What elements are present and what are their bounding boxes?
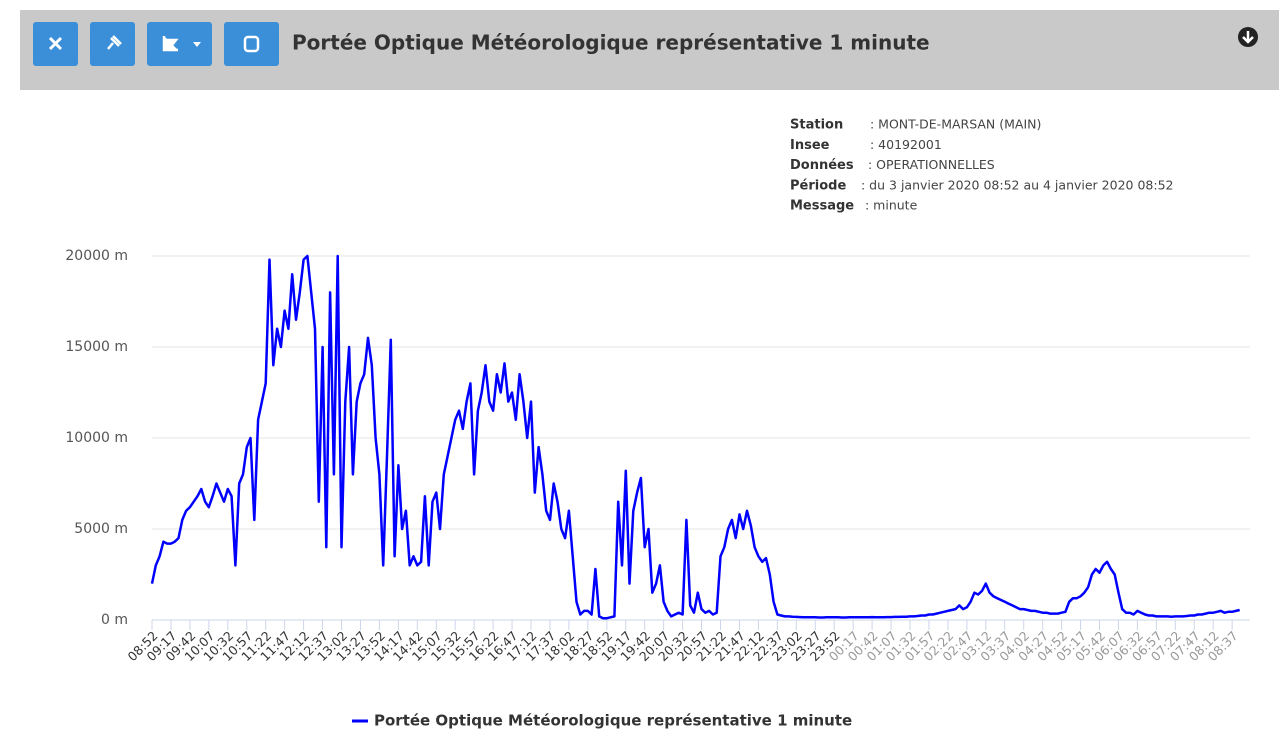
download-icon[interactable] [1238,27,1258,47]
toggle-button[interactable] [224,22,279,66]
header-title: Portée Optique Météorologique représenta… [292,31,930,55]
y-tick-label: 0 m [101,612,128,628]
legend-label: Portée Optique Météorologique représenta… [374,712,852,730]
info-value: : MONT-DE-MARSAN (MAIN) [870,117,1041,132]
data-line [150,254,1240,620]
info-label: Données [790,158,854,173]
info-label: Période [790,178,846,193]
info-value: : OPERATIONNELLES [868,157,995,172]
info-label: Message [790,199,854,214]
export-button[interactable] [147,22,212,66]
close-button[interactable] [33,22,78,66]
info-label: Insee [790,138,830,153]
info-value: : 40192001 [870,137,942,152]
info-value: : minute [865,198,918,213]
pin-button[interactable] [90,22,135,66]
y-tick-label: 20000 m [65,248,128,264]
info-label: Station [790,118,843,133]
y-tick-label: 10000 m [65,430,128,446]
info-value: : du 3 janvier 2020 08:52 au 4 janvier 2… [861,177,1173,192]
y-tick-label: 15000 m [65,339,128,355]
y-tick-label: 5000 m [74,521,128,537]
